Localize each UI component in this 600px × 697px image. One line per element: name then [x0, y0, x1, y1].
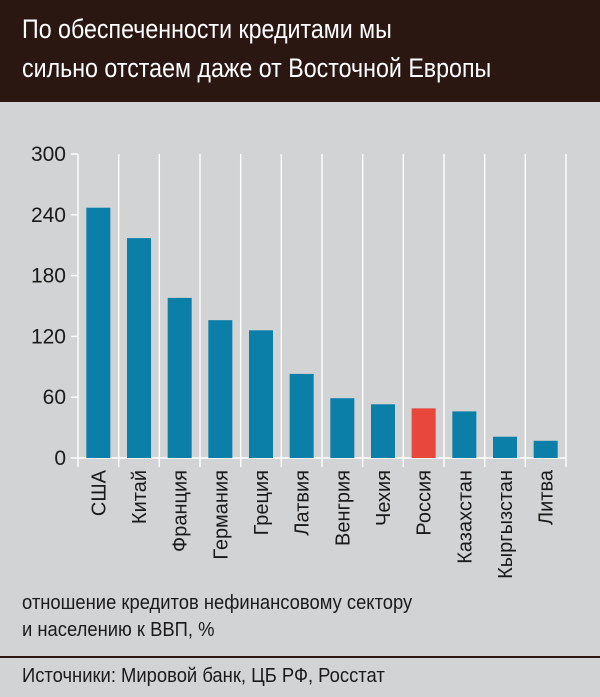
x-tick-label: Кыргызстан [495, 470, 517, 579]
x-tick-label: Литва [536, 469, 558, 525]
y-tick-label: 240 [31, 204, 66, 227]
source-note: Источники: Мировой банк, ЦБ РФ, Росстат [22, 665, 385, 687]
bar [371, 404, 395, 458]
title-banner: По обеспеченности кредитами мы сильно от… [0, 0, 600, 102]
bar [411, 408, 436, 458]
y-tick-label: 300 [31, 143, 66, 166]
chart-title-line-2: сильно отстаем даже от Восточной Европы [22, 53, 492, 83]
chart-title-line-1: По обеспеченности кредитами мы [22, 14, 392, 44]
x-tick-label: Франция [170, 470, 192, 552]
bar [249, 330, 273, 458]
bar [452, 411, 477, 458]
bar [330, 398, 355, 458]
x-tick-label: Россия [414, 470, 436, 536]
x-tick-label: Чехия [373, 470, 395, 526]
y-tick-label: 120 [31, 325, 66, 348]
footer-divider [0, 656, 600, 658]
x-tick-label: Китай [129, 470, 151, 524]
x-tick-label: Греция [251, 470, 273, 535]
x-tick-label: США [88, 469, 110, 516]
x-tick-label: Казахстан [454, 470, 476, 564]
bar [208, 320, 233, 458]
bar [167, 297, 192, 458]
chart-note-line-2: и населению к ВВП, % [22, 619, 215, 641]
bar [493, 436, 517, 458]
bar [86, 207, 111, 458]
x-tick-label: Латвия [292, 470, 314, 536]
y-tick-label: 60 [43, 386, 66, 409]
bar-chart: 0 60 120 180 240 300 США Китай Франция Германия Гр… [31, 143, 567, 579]
bar [127, 238, 151, 458]
x-tick-label: Германия [210, 470, 232, 560]
y-tick-label: 0 [54, 447, 66, 470]
bar [533, 440, 558, 458]
x-tick-label: Венгрия [332, 470, 354, 546]
y-tick-label: 180 [31, 265, 66, 288]
chart-note-line-1: отношение кредитов нефинансовому сектору [22, 592, 413, 614]
bar [289, 373, 314, 458]
